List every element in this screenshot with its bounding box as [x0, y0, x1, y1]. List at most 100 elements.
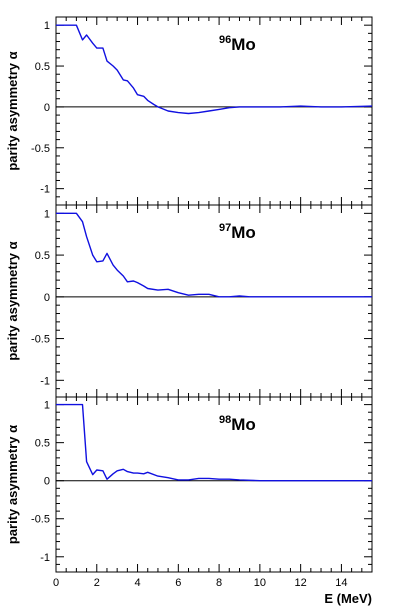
data-point [208, 294, 209, 295]
data-point [239, 479, 240, 480]
data-point [300, 105, 301, 106]
data-point [96, 261, 97, 262]
y-tick-label: 1 [44, 208, 50, 220]
data-point [96, 47, 97, 48]
x-tick-label: 4 [134, 577, 140, 589]
data-point [198, 478, 199, 479]
panel-1: 1 0.5 0 -0.5 -1 parity asymmetry α 96Mo [5, 16, 373, 206]
data-point [320, 296, 321, 297]
panel-frame [55, 396, 373, 573]
data-point [127, 471, 128, 472]
y-tick-label: 0 [44, 476, 50, 488]
y-tick-label: -1 [40, 552, 50, 564]
data-point [147, 472, 148, 473]
x-tick-label: 10 [254, 577, 266, 589]
data-point [178, 112, 179, 113]
panel-label: 97Mo [219, 222, 256, 242]
data-point [123, 469, 124, 470]
data-point [341, 106, 342, 107]
panel-frame [55, 16, 373, 206]
data-point [86, 461, 87, 462]
y-tick-label: 0.5 [35, 438, 50, 450]
x-tick-label: 6 [175, 577, 181, 589]
data-point [178, 292, 179, 293]
data-point [280, 106, 281, 107]
data-point [198, 294, 199, 295]
data-point [86, 236, 87, 237]
data-point [218, 109, 219, 110]
x-tick-label: 2 [94, 577, 100, 589]
data-point [168, 110, 169, 111]
data-point [218, 479, 219, 480]
data-point [92, 254, 93, 255]
data-point [92, 474, 93, 475]
series-line [56, 403, 372, 482]
data-point [102, 47, 103, 48]
data-point [320, 480, 321, 481]
data-point [106, 479, 107, 480]
data-point [259, 106, 260, 107]
data-point [153, 104, 154, 105]
y-tick-label: 0.5 [35, 61, 50, 73]
data-point [157, 290, 158, 291]
data-point [371, 480, 372, 481]
data-point [229, 479, 230, 480]
x-axis-title: E (MeV) [324, 591, 372, 606]
data-point [147, 100, 148, 101]
data-point [82, 39, 83, 40]
data-point [229, 296, 230, 297]
x-tick-label: 12 [295, 577, 307, 589]
panel-label: 98Mo [219, 414, 256, 434]
data-point [188, 113, 189, 114]
panel-label-mass: 96 [219, 34, 231, 46]
data-point [96, 469, 97, 470]
data-point [82, 404, 83, 405]
y-tick-label: 1 [44, 20, 50, 32]
data-point [188, 479, 189, 480]
data-point [371, 105, 372, 106]
data-point [133, 472, 134, 473]
y-tick-label: -1 [40, 184, 50, 196]
panel-label-mass: 98 [219, 414, 231, 426]
data-point [300, 296, 301, 297]
y-tick-label: -0.5 [31, 143, 50, 155]
data-point [106, 61, 107, 62]
data-point [371, 296, 372, 297]
x-tick-label: 14 [335, 577, 347, 589]
y-tick-label: 0.5 [35, 250, 50, 262]
data-point [92, 43, 93, 44]
data-point [112, 65, 113, 66]
data-point [102, 260, 103, 261]
data-point [188, 295, 189, 296]
panel-label-element: Mo [231, 415, 256, 434]
data-point [239, 106, 240, 107]
data-point [229, 107, 230, 108]
data-point [82, 221, 83, 222]
data-point [106, 253, 107, 254]
data-point [137, 472, 138, 473]
data-point [157, 106, 158, 107]
data-point [341, 480, 342, 481]
data-point [76, 25, 77, 26]
data-point [208, 478, 209, 479]
data-point [133, 280, 134, 281]
data-point [259, 296, 260, 297]
data-point [137, 94, 138, 95]
data-point [117, 470, 118, 471]
data-point [249, 296, 250, 297]
y-tick-label: 0 [44, 102, 50, 114]
data-point [86, 34, 87, 35]
data-point [137, 282, 138, 283]
data-point [168, 289, 169, 290]
x-tick-label: 8 [216, 577, 222, 589]
data-point [76, 213, 77, 214]
data-point [168, 477, 169, 478]
data-point [147, 288, 148, 289]
y-axis-title: parity asymmetry α [5, 241, 20, 360]
data-point [112, 473, 113, 474]
data-point [178, 479, 179, 480]
data-point [55, 213, 56, 214]
data-point [259, 480, 260, 481]
